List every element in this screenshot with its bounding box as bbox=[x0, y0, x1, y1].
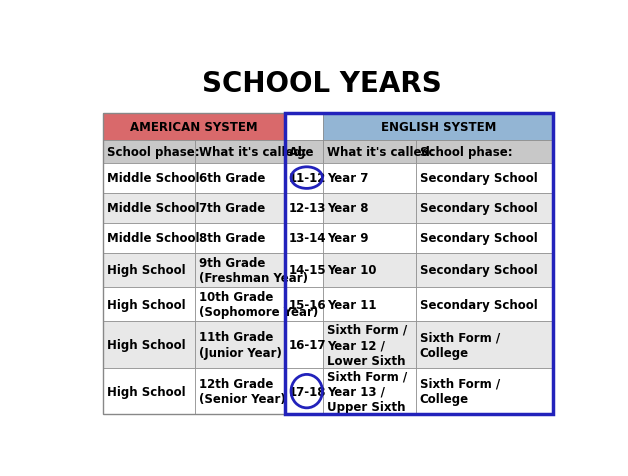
Text: 11th Grade
(Junior Year): 11th Grade (Junior Year) bbox=[199, 331, 282, 359]
Text: 7th Grade: 7th Grade bbox=[199, 202, 265, 215]
Bar bbox=[285, 163, 323, 193]
Bar bbox=[285, 114, 553, 415]
Bar bbox=[416, 288, 553, 322]
Bar bbox=[323, 141, 416, 163]
Text: What it's called:: What it's called: bbox=[327, 146, 435, 159]
Bar bbox=[103, 193, 195, 223]
Text: ENGLISH SYSTEM: ENGLISH SYSTEM bbox=[381, 121, 496, 134]
Text: 17-18: 17-18 bbox=[289, 385, 327, 398]
Bar bbox=[323, 368, 416, 415]
Bar bbox=[323, 223, 416, 253]
Bar bbox=[323, 193, 416, 223]
Text: 12-13: 12-13 bbox=[289, 202, 327, 215]
Text: Sixth Form /
College: Sixth Form / College bbox=[420, 331, 500, 359]
Bar bbox=[285, 368, 323, 415]
Text: Secondary School: Secondary School bbox=[420, 231, 538, 245]
Text: Year 9: Year 9 bbox=[327, 231, 369, 245]
Bar bbox=[416, 253, 553, 288]
Text: Secondary School: Secondary School bbox=[420, 202, 538, 215]
Bar bbox=[416, 368, 553, 415]
Text: Sixth Form /
Year 13 /
Upper Sixth: Sixth Form / Year 13 / Upper Sixth bbox=[327, 369, 408, 413]
Text: What it's called:: What it's called: bbox=[199, 146, 306, 159]
Text: Year 11: Year 11 bbox=[327, 298, 377, 311]
Bar bbox=[103, 322, 195, 368]
Bar bbox=[103, 163, 195, 193]
Text: School phase:: School phase: bbox=[107, 146, 199, 159]
Text: Year 8: Year 8 bbox=[327, 202, 369, 215]
Text: Secondary School: Secondary School bbox=[420, 298, 538, 311]
Text: Sixth Form /
College: Sixth Form / College bbox=[420, 377, 500, 406]
Text: Age: Age bbox=[289, 146, 315, 159]
Bar bbox=[103, 288, 195, 322]
Text: High School: High School bbox=[107, 338, 185, 351]
Text: Year 7: Year 7 bbox=[327, 172, 369, 185]
Bar bbox=[103, 114, 285, 141]
Text: AMERICAN SYSTEM: AMERICAN SYSTEM bbox=[130, 121, 258, 134]
Text: High School: High School bbox=[107, 298, 185, 311]
Bar bbox=[103, 114, 553, 415]
Text: 13-14: 13-14 bbox=[289, 231, 327, 245]
Text: Year 10: Year 10 bbox=[327, 264, 377, 277]
Bar bbox=[195, 368, 285, 415]
Bar bbox=[323, 163, 416, 193]
Bar bbox=[103, 223, 195, 253]
Bar bbox=[195, 288, 285, 322]
Text: SCHOOL YEARS: SCHOOL YEARS bbox=[202, 70, 441, 98]
Bar bbox=[195, 163, 285, 193]
Text: 8th Grade: 8th Grade bbox=[199, 231, 266, 245]
Bar bbox=[195, 322, 285, 368]
Bar bbox=[416, 163, 553, 193]
Text: High School: High School bbox=[107, 264, 185, 277]
Text: 10th Grade
(Sophomore Year): 10th Grade (Sophomore Year) bbox=[199, 290, 318, 319]
Text: 16-17: 16-17 bbox=[289, 338, 327, 351]
Bar bbox=[416, 193, 553, 223]
Text: 12th Grade
(Senior Year): 12th Grade (Senior Year) bbox=[199, 377, 286, 406]
Bar bbox=[285, 253, 323, 288]
Bar bbox=[195, 193, 285, 223]
Bar bbox=[285, 322, 323, 368]
Text: Secondary School: Secondary School bbox=[420, 172, 538, 185]
Text: Sixth Form /
Year 12 /
Lower Sixth: Sixth Form / Year 12 / Lower Sixth bbox=[327, 323, 408, 367]
Bar bbox=[103, 368, 195, 415]
Text: 6th Grade: 6th Grade bbox=[199, 172, 266, 185]
Bar bbox=[103, 141, 195, 163]
Text: School phase:: School phase: bbox=[420, 146, 512, 159]
Text: High School: High School bbox=[107, 385, 185, 398]
Text: 11-12: 11-12 bbox=[289, 172, 327, 185]
Bar bbox=[195, 253, 285, 288]
Bar bbox=[285, 114, 323, 141]
Text: 15-16: 15-16 bbox=[289, 298, 327, 311]
Bar bbox=[285, 193, 323, 223]
Bar bbox=[323, 253, 416, 288]
Bar bbox=[323, 322, 416, 368]
Bar bbox=[416, 223, 553, 253]
Text: Secondary School: Secondary School bbox=[420, 264, 538, 277]
Text: Middle School: Middle School bbox=[107, 172, 199, 185]
Bar bbox=[416, 322, 553, 368]
Bar bbox=[285, 141, 323, 163]
Text: Middle School: Middle School bbox=[107, 231, 199, 245]
Bar bbox=[195, 141, 285, 163]
Bar bbox=[285, 288, 323, 322]
Text: Middle School: Middle School bbox=[107, 202, 199, 215]
Bar bbox=[103, 253, 195, 288]
Bar bbox=[285, 223, 323, 253]
Text: 14-15: 14-15 bbox=[289, 264, 327, 277]
Bar bbox=[195, 223, 285, 253]
Text: 9th Grade
(Freshman Year): 9th Grade (Freshman Year) bbox=[199, 256, 308, 284]
Bar bbox=[323, 114, 553, 141]
Bar bbox=[416, 141, 553, 163]
Bar bbox=[323, 288, 416, 322]
